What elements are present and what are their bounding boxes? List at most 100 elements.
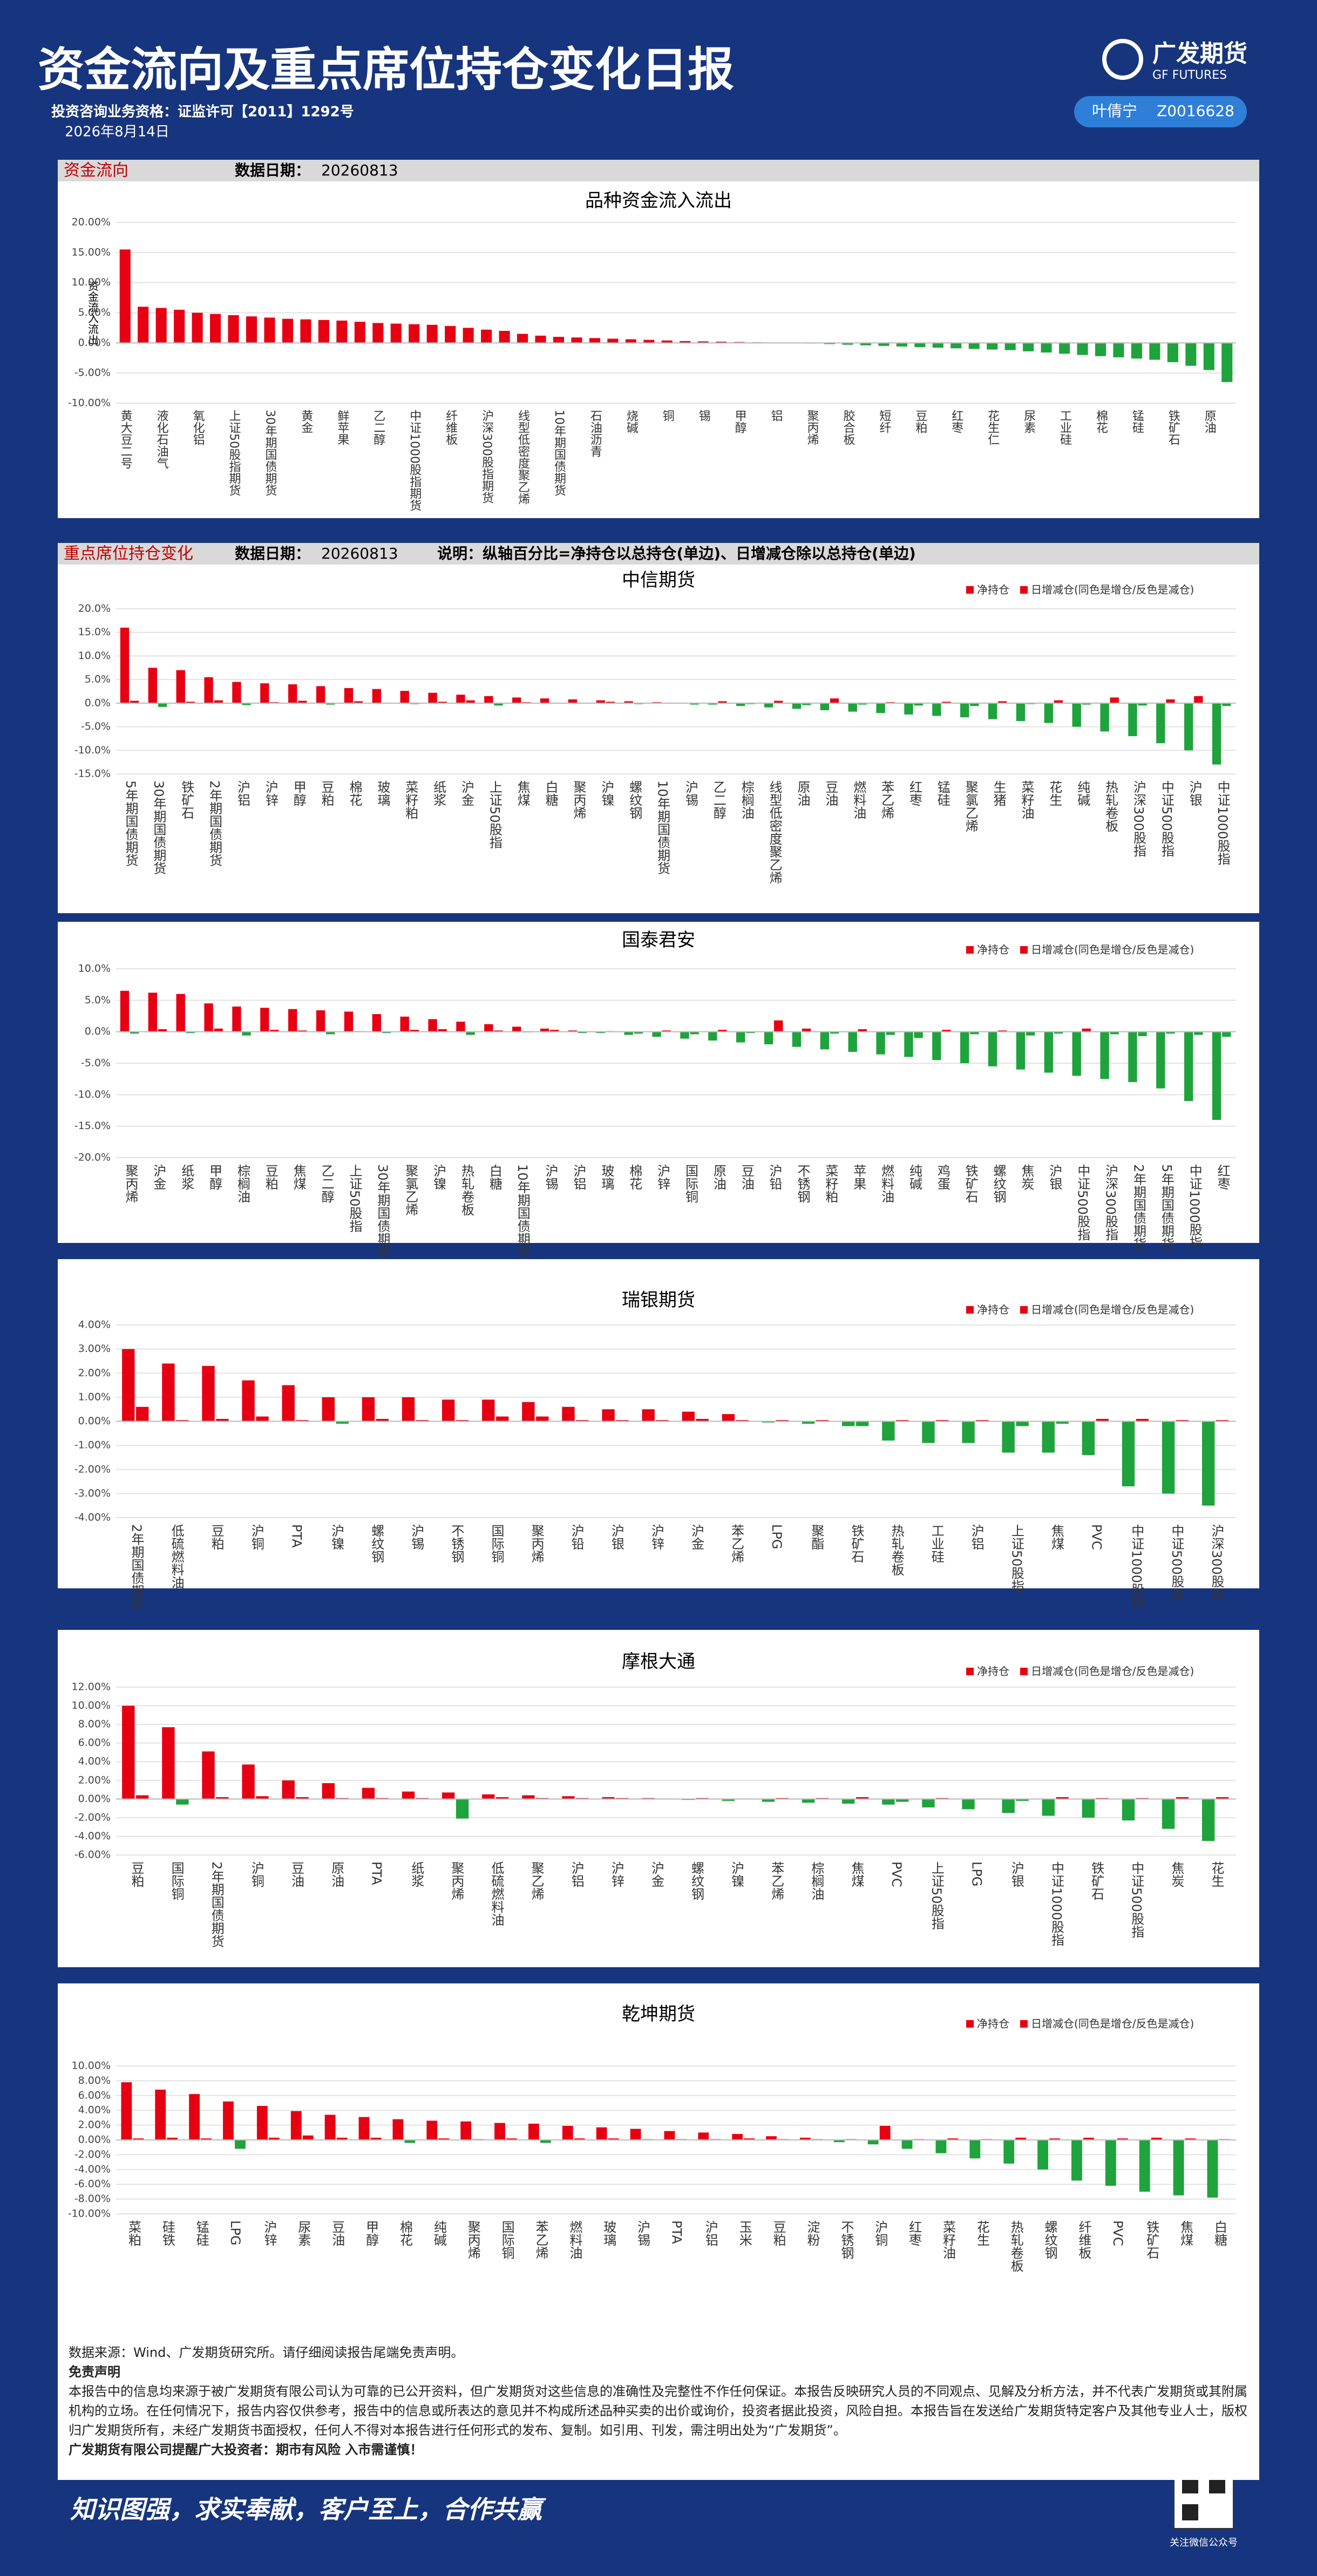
x-tick-label: 沪锡 [683, 780, 698, 806]
bar [540, 1028, 549, 1032]
x-tick-label: LPG [969, 1861, 984, 1886]
x-tick-label: 线型低密度聚乙烯 [767, 780, 782, 884]
x-tick-label: 中证1000股指 [1215, 780, 1230, 865]
bar [354, 322, 365, 343]
bar [1105, 2140, 1116, 2186]
logo-cn: 广发期货 [1152, 40, 1247, 67]
y-tick-label: 6.00% [78, 2089, 111, 2101]
bar [428, 692, 437, 703]
bar [914, 1031, 923, 1038]
legend-label: 日增减仓(同色是增仓/反色是减仓) [1031, 943, 1194, 956]
x-tick-label: 玻璃 [599, 1164, 614, 1190]
bar [736, 1031, 745, 1043]
bar [318, 320, 329, 343]
x-tick-label: 沪铜 [873, 2220, 888, 2246]
bar [732, 2134, 743, 2140]
x-tick-label: 中证500股指 [1129, 1861, 1144, 1938]
bar [550, 1030, 559, 1032]
bar [296, 1797, 309, 1799]
x-tick-label: 10年期国债期货 [655, 780, 670, 875]
bar [596, 1031, 605, 1033]
x-tick-label: 纤维板 [444, 410, 458, 445]
x-tick-label: 红枣 [907, 780, 922, 806]
x-tick-label: 焦煤 [1049, 1524, 1064, 1550]
bar [155, 308, 167, 343]
bar [402, 1791, 415, 1799]
bar [766, 2136, 777, 2140]
x-tick-label: 焦煤 [1178, 2220, 1193, 2246]
bar [680, 1031, 689, 1039]
bar [1138, 1031, 1147, 1036]
bar [158, 703, 167, 707]
legend-label: 日增减仓(同色是增仓/反色是减仓) [1031, 1303, 1194, 1316]
bar [189, 2094, 200, 2140]
bar [358, 2117, 370, 2140]
bar [438, 702, 447, 703]
bar [122, 1705, 135, 1799]
y-tick-label: -20.0% [74, 1152, 111, 1164]
x-tick-label: 5年期国债期货 [123, 780, 138, 866]
y-tick-label: -5.00% [74, 367, 111, 379]
bar [216, 1419, 229, 1422]
bar [136, 1795, 149, 1799]
bar [1176, 1420, 1189, 1422]
y-tick-label: 0.00% [78, 337, 111, 349]
x-tick-label: 聚丙烯 [449, 1861, 464, 1900]
bar [456, 1799, 469, 1819]
x-tick-label: 燃料油 [567, 2220, 582, 2259]
bar [426, 2120, 438, 2140]
x-tick-label: 棉花 [397, 2220, 412, 2246]
bar [192, 312, 203, 343]
bar [400, 691, 409, 703]
x-tick-label: 锡 [697, 410, 711, 422]
bar [296, 1420, 309, 1422]
x-tick-label: 花生仁 [986, 410, 1000, 445]
x-tick-label: 10年期国债期货 [552, 410, 566, 496]
bar [1203, 343, 1214, 370]
bar [876, 1031, 885, 1055]
bar [324, 2115, 336, 2140]
x-tick-label: LPG [769, 1524, 784, 1549]
x-tick-label: 红枣 [949, 410, 963, 433]
x-tick-label: 短纤 [877, 410, 891, 433]
x-tick-label: 铁矿石 [849, 1524, 864, 1563]
bar [202, 1751, 215, 1799]
panel [58, 1983, 1259, 2337]
x-tick-label: 棉花 [627, 1164, 642, 1190]
x-tick-label: 原油 [711, 1164, 726, 1190]
bar [496, 1797, 509, 1799]
bar [1072, 1031, 1081, 1076]
y-tick-label: 20.0% [78, 603, 111, 615]
x-tick-label: 鸡蛋 [935, 1164, 950, 1190]
y-axis-label: 资金流入流出 [86, 280, 99, 345]
y-tick-label: 10.00% [72, 1700, 111, 1711]
bar [466, 700, 475, 703]
x-tick-label: PVC [1089, 1524, 1104, 1550]
x-tick-label: 中证1000股指 [1129, 1524, 1144, 1609]
bar [1184, 1031, 1193, 1101]
bar [970, 703, 979, 706]
bar [876, 703, 885, 713]
legend-label: 净持仓 [977, 1303, 1009, 1316]
bar [764, 703, 773, 708]
x-tick-label: 红枣 [907, 2220, 922, 2246]
bar [932, 343, 943, 348]
y-tick-label: -10.00% [68, 2208, 111, 2220]
bar [1207, 2140, 1218, 2198]
bar [1016, 1031, 1026, 1070]
legend-swatch [1020, 946, 1028, 954]
x-tick-label: 玻璃 [601, 2220, 616, 2246]
bar [764, 1031, 773, 1044]
bar [214, 1028, 223, 1032]
x-tick-label: 沪铝 [571, 1164, 586, 1190]
x-tick-label: 苯乙烯 [769, 1861, 784, 1900]
x-tick-label: 上证50股指 [347, 1164, 362, 1233]
x-tick-label: 豆油 [739, 1164, 754, 1190]
analyst: 叶倩宁 [1092, 102, 1137, 120]
bar [528, 2123, 539, 2140]
bar [607, 338, 619, 343]
bar [942, 702, 951, 703]
x-tick-label: 甲醇 [364, 2220, 379, 2246]
x-tick-label: 沪铅 [767, 1164, 782, 1190]
bar [1185, 2138, 1196, 2140]
